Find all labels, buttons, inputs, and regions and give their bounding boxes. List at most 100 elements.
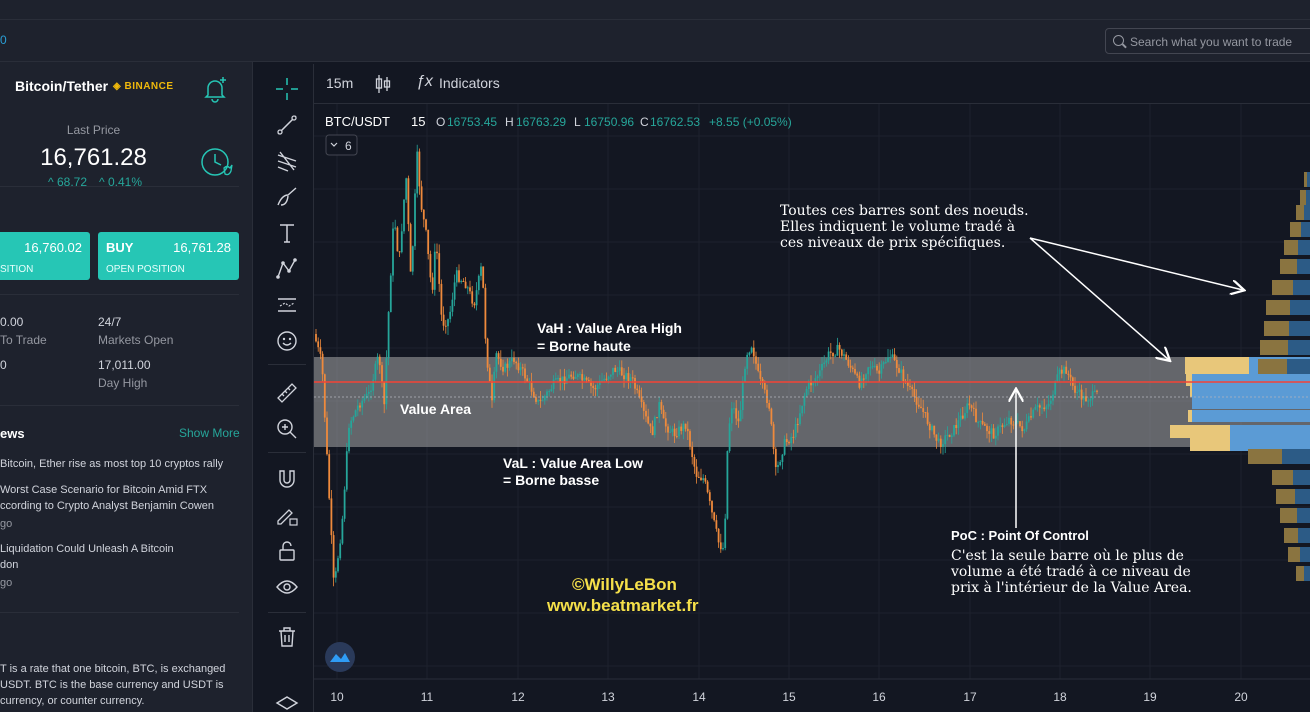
candle-body: [400, 231, 403, 253]
candle-body: [629, 377, 632, 382]
candle-body: [640, 396, 643, 403]
candle-body: [955, 425, 958, 429]
candle-body: [900, 369, 903, 373]
trend-line-tool[interactable]: [274, 112, 300, 138]
candle-body: [519, 367, 522, 371]
symbol-name: Bitcoin/Tether: [15, 78, 109, 94]
emoji-tool[interactable]: [274, 328, 300, 354]
prediction-tool[interactable]: [274, 292, 300, 318]
about-text: T is a rate that one bitcoin, BTC, is ex…: [0, 663, 226, 675]
candle-body: [631, 377, 634, 379]
candle-body: [966, 403, 969, 414]
pattern-tool[interactable]: [274, 256, 300, 282]
volume-profile-bar: [1287, 359, 1310, 374]
zoom-tool[interactable]: [274, 416, 300, 442]
fib-tool[interactable]: [274, 148, 300, 174]
tradingview-logo-button[interactable]: [325, 642, 355, 672]
candle-body: [1052, 394, 1054, 401]
candle-body: [948, 434, 951, 437]
crosshair-tool[interactable]: [274, 76, 300, 102]
candle-body: [999, 425, 1002, 427]
candle-body: [607, 376, 610, 380]
candle-style-icon[interactable]: [374, 73, 392, 95]
hide-drawings-tool[interactable]: [274, 574, 300, 600]
stat-min-trade-label: To Trade: [0, 333, 47, 347]
candle-body: [937, 438, 940, 441]
candle-body: [801, 405, 804, 414]
search-box[interactable]: Search what you want to trade: [1105, 28, 1310, 54]
candle-body: [550, 389, 553, 392]
brush-icon: [277, 187, 297, 206]
news-headline-cont: don: [0, 559, 19, 571]
candle-body: [339, 543, 342, 559]
news-headline: Bitcoin, Ether rise as most top 10 crypt…: [0, 458, 224, 470]
candle-body: [1049, 400, 1052, 404]
volume-profile-bar: [1297, 508, 1310, 523]
buy-price: 16,761.28: [173, 240, 231, 255]
last-price-label: Last Price: [66, 123, 121, 137]
candle-body: [1085, 396, 1087, 402]
interval-selector[interactable]: 15m: [326, 75, 354, 91]
candle-body: [920, 406, 922, 409]
lock-all-tool[interactable]: [274, 538, 300, 564]
price-change: ^ 68.72: [48, 175, 87, 189]
candle-body: [414, 193, 416, 247]
candle-body: [730, 408, 733, 424]
candle-body: [1030, 416, 1032, 418]
volume-profile-bar: [1296, 566, 1304, 581]
candle-body: [647, 416, 650, 424]
candle-body: [427, 229, 430, 255]
brush-tool[interactable]: [274, 184, 300, 210]
candle-body: [506, 363, 509, 368]
candle-body: [990, 428, 993, 434]
candle-body: [363, 398, 366, 401]
sell-button[interactable]: 16,760.02 SITION: [0, 232, 90, 280]
bull-clock-icon[interactable]: [200, 146, 238, 180]
arrow-to-profile: [1029, 237, 1169, 360]
object-tree-tool[interactable]: [274, 692, 300, 712]
candle-body: [411, 246, 414, 272]
candle-body: [880, 364, 883, 374]
candle-body: [759, 370, 762, 379]
remove-drawings-tool[interactable]: [274, 624, 300, 650]
candle-body: [561, 376, 564, 383]
legend-low-label: L: [574, 115, 581, 129]
candle-body: [616, 370, 619, 372]
lock-drawing-tool[interactable]: [274, 502, 300, 528]
candle-body: [609, 374, 612, 377]
buy-sublabel: OPEN POSITION: [106, 264, 185, 275]
ruler-tool[interactable]: [274, 380, 300, 406]
candle-body: [651, 426, 654, 436]
toolbar-divider: [268, 364, 306, 365]
buy-button[interactable]: BUY 16,761.28 OPEN POSITION: [98, 232, 239, 280]
time-axis-label: 16: [872, 690, 886, 704]
indicators-button[interactable]: Indicators: [439, 75, 500, 91]
candle-body: [783, 439, 786, 455]
candle-body: [605, 378, 608, 380]
candle-body: [1008, 417, 1010, 424]
magnet-tool[interactable]: [274, 466, 300, 492]
indicator-count: 6: [345, 139, 352, 153]
candle-body: [656, 417, 658, 419]
chart-header: 15m ƒx Indicators: [314, 64, 1310, 104]
candle-body: [1001, 425, 1004, 427]
legend-collapse-button[interactable]: 6: [325, 134, 358, 156]
candle-body: [805, 389, 808, 396]
candle-body: [653, 417, 656, 436]
show-more-link[interactable]: Show More: [179, 426, 240, 440]
candle-body: [825, 360, 828, 363]
candle-body: [385, 358, 388, 405]
indicators-fx-icon[interactable]: ƒx: [416, 73, 433, 90]
chart-area[interactable]: BTC/USDT 15 O 16753.45 H 16763.29 L 1675…: [309, 104, 1310, 712]
time-axis-label: 11: [421, 690, 434, 704]
text-tool[interactable]: [274, 220, 300, 246]
volume-profile-bar: [1304, 205, 1310, 220]
candle-body: [352, 416, 355, 421]
candle-body: [977, 422, 980, 424]
candle-body: [946, 434, 949, 436]
exchange-name: BINANCE: [124, 81, 174, 92]
add-alert-icon[interactable]: [200, 74, 230, 104]
price-chart[interactable]: BTC/USDT 15 O 16753.45 H 16763.29 L 1675…: [309, 104, 1310, 712]
candle-body: [323, 374, 326, 418]
candle-body: [376, 356, 379, 364]
